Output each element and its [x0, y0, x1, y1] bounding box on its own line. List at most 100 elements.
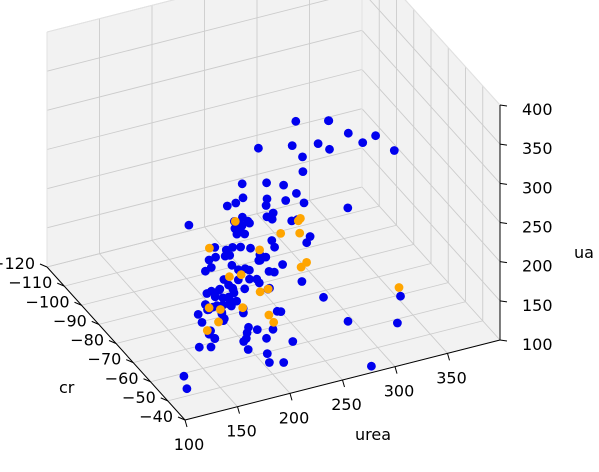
y-tick-label: 200	[279, 408, 310, 427]
x-tick-mark	[177, 416, 186, 421]
x-tick-label: −60	[105, 369, 139, 388]
data-point	[343, 203, 353, 213]
y-tick-label: 150	[226, 422, 257, 441]
data-point	[197, 318, 207, 327]
data-point	[358, 138, 368, 148]
data-point	[319, 292, 328, 302]
data-point	[263, 284, 273, 294]
data-point	[313, 139, 323, 149]
grid-line-z-right	[361, 30, 501, 184]
data-point	[236, 270, 246, 280]
z-tick-label: 350	[522, 139, 553, 158]
data-point	[324, 116, 334, 126]
data-point	[343, 128, 353, 138]
y-tick-label: 250	[331, 395, 362, 414]
grid-line-z-right	[361, 69, 501, 223]
data-point	[252, 274, 262, 284]
y-tick-mark	[184, 419, 188, 428]
z-tick-mark	[499, 182, 508, 185]
z-tick-label: 200	[522, 257, 553, 276]
data-point	[216, 305, 225, 314]
data-point	[267, 236, 277, 245]
data-point	[287, 141, 297, 151]
x-tick-mark	[126, 359, 134, 364]
data-point	[255, 245, 264, 255]
z-tick-label: 300	[522, 178, 553, 197]
data-point	[245, 265, 254, 275]
z-tick-mark	[499, 261, 508, 264]
data-point	[298, 152, 307, 162]
data-point	[231, 198, 241, 208]
data-point	[270, 242, 279, 252]
grid-line-z-right	[361, 147, 501, 302]
data-point	[393, 318, 402, 328]
data-point	[269, 267, 279, 277]
data-point	[206, 342, 216, 352]
data-point	[295, 228, 305, 238]
data-point	[261, 201, 271, 210]
data-point	[262, 333, 271, 343]
data-point	[205, 243, 214, 253]
data-point	[264, 310, 274, 320]
x-tick-label: −70	[88, 350, 122, 369]
data-point	[272, 306, 282, 316]
data-points	[179, 116, 405, 394]
grid-line-z-left	[46, 186, 363, 268]
grid-line-z-left	[46, 108, 363, 190]
data-point	[265, 358, 274, 367]
data-point	[276, 229, 286, 238]
pane-edge	[46, 0, 176, 33]
data-point	[262, 194, 272, 204]
y-tick-mark	[289, 393, 293, 401]
z-tick-label: 250	[522, 218, 553, 237]
data-point	[394, 283, 404, 292]
data-point	[236, 226, 246, 236]
data-point	[262, 178, 271, 188]
grid-line-z-right	[369, 0, 501, 145]
grid-line-z-left	[46, 0, 330, 72]
data-point	[238, 303, 248, 313]
x-axis-label: cr	[59, 378, 75, 397]
data-point	[268, 324, 278, 334]
data-point	[245, 274, 254, 284]
data-point	[396, 291, 405, 301]
grid-line-y-floor	[99, 253, 238, 407]
x-tick-label: −80	[70, 331, 104, 350]
data-point	[210, 292, 220, 302]
data-point	[261, 252, 271, 262]
data-point	[246, 243, 255, 253]
data-point	[202, 326, 212, 335]
data-point	[279, 358, 289, 367]
x-tick-mark	[57, 282, 65, 287]
grid-line-z-right	[361, 186, 501, 341]
x-tick-label: −120	[0, 254, 35, 273]
data-point	[254, 143, 263, 153]
data-point	[214, 285, 224, 295]
data-point	[297, 277, 307, 286]
data-point	[325, 144, 334, 154]
x-tick-mark	[74, 301, 82, 306]
y-tick-mark	[394, 366, 398, 374]
data-point	[245, 218, 254, 228]
data-point	[287, 216, 297, 226]
data-point	[206, 263, 216, 272]
data-point	[214, 317, 223, 327]
data-point	[288, 337, 298, 346]
z-tick-mark	[499, 143, 508, 146]
x-tick-mark	[91, 320, 99, 325]
z-tick-label: 100	[522, 335, 553, 354]
z-tick-label: 400	[522, 100, 553, 119]
data-point	[296, 214, 305, 223]
data-point	[367, 361, 376, 371]
x-tick-mark	[143, 378, 151, 383]
x-tick-mark	[39, 263, 48, 268]
data-point	[302, 258, 311, 267]
z-tick-mark	[499, 104, 508, 107]
z-tick-label: 150	[522, 296, 553, 315]
z-axis-label: ua	[574, 243, 594, 262]
y-tick-mark	[342, 379, 345, 388]
data-point	[298, 167, 308, 177]
data-point	[255, 287, 265, 297]
y-tick-label: 300	[384, 382, 415, 401]
